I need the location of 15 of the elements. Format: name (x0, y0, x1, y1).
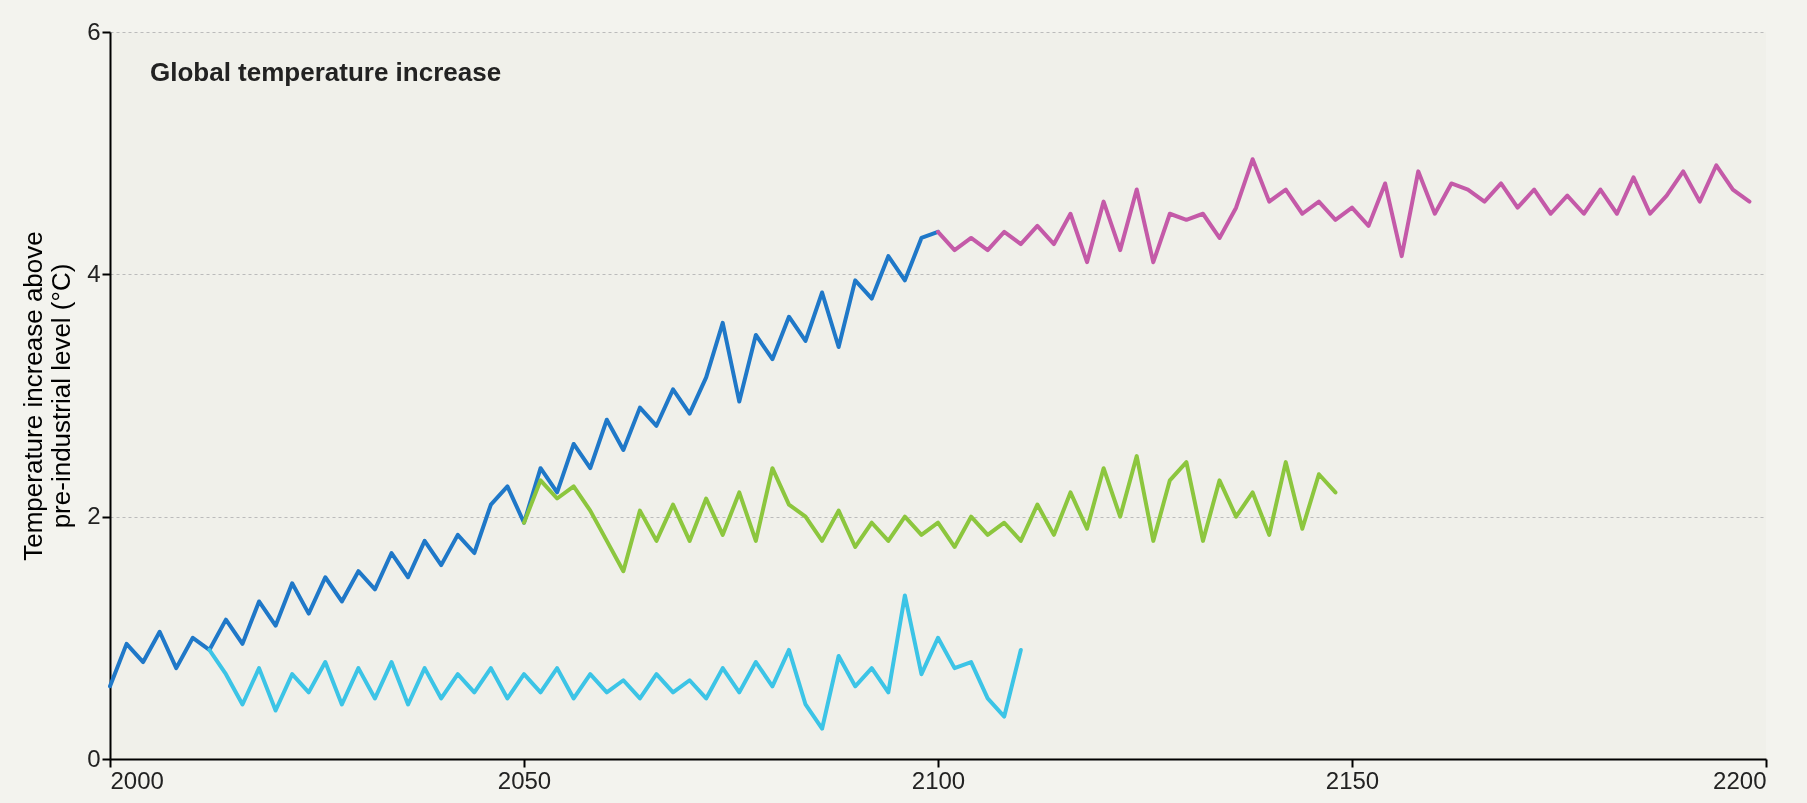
line-series (207, 593, 1023, 731)
line-series (108, 229, 940, 689)
y-axis-title: Temperature increase above pre-industrial level (°C) (18, 231, 77, 561)
line-series (522, 454, 1338, 574)
y-tick-label: 0 (87, 744, 101, 772)
x-tick-label: 2200 (1713, 766, 1767, 794)
x-tick-label: 2000 (110, 766, 164, 794)
y-tick-label: 4 (87, 259, 101, 287)
text: Global temperature increase (150, 57, 502, 87)
y-tick-label: 6 (87, 17, 101, 45)
y-tick-label: 2 (87, 502, 101, 530)
x-tick-label: 2100 (911, 766, 966, 794)
line-series (936, 157, 1752, 265)
x-tick-label: 2150 (1325, 766, 1380, 794)
x-tick-label: 2050 (497, 766, 552, 794)
